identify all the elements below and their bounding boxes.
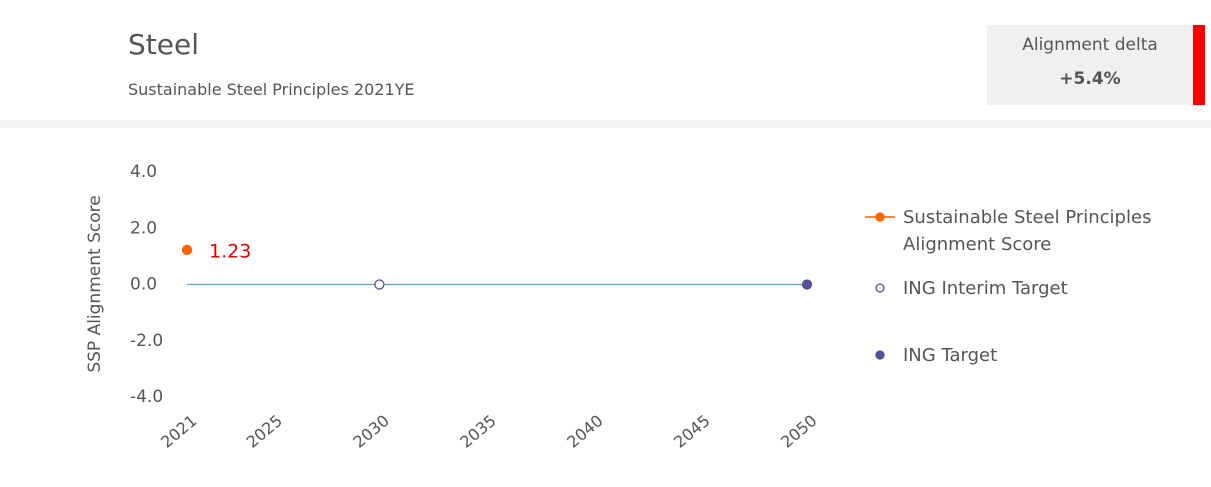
y-tick-label: -4.0 [130,387,163,407]
x-tick-label: 2040 [563,411,606,452]
delta-indicator [1193,25,1205,105]
y-tick-label: 4.0 [130,162,157,182]
header-card: Steel Sustainable Steel Principles 2021Y… [0,0,1211,120]
legend-label: Sustainable Steel Principles Alignment S… [903,207,1152,255]
subtitle: Sustainable Steel Principles 2021YE [128,80,415,99]
x-tick-label: 2050 [777,411,820,452]
legend-label: ING Interim Target [903,278,1068,299]
legend-marker [875,212,885,222]
chart-card [0,128,1211,487]
y-tick-label: 2.0 [130,218,157,238]
delta-value: +5.4% [1059,69,1121,89]
delta-label: Alignment delta [1022,35,1158,55]
y-axis-label: SSP Alignment Score [85,195,105,372]
x-tick-label: 2030 [349,411,392,452]
y-tick-label: 0.0 [130,275,157,295]
y-tick-label: -2.0 [130,331,163,351]
x-tick-label: 2035 [456,411,499,452]
legend-marker [875,283,885,293]
legend-marker [875,350,885,360]
x-tick-label: 2045 [670,411,713,452]
x-tick-label: 2021 [157,411,200,452]
data-point [801,279,813,290]
title: Steel [128,28,199,61]
x-tick-label: 2025 [243,411,286,452]
legend-label: ING Target [903,345,998,366]
value-label: 1.23 [209,240,251,262]
data-point [374,279,385,290]
data-point [181,244,193,256]
delta-box: Alignment delta +5.4% [987,25,1193,105]
